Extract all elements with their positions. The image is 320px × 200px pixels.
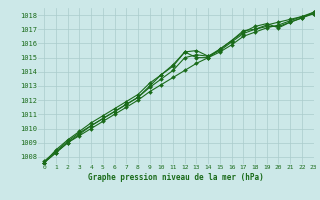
X-axis label: Graphe pression niveau de la mer (hPa): Graphe pression niveau de la mer (hPa) [88, 173, 264, 182]
